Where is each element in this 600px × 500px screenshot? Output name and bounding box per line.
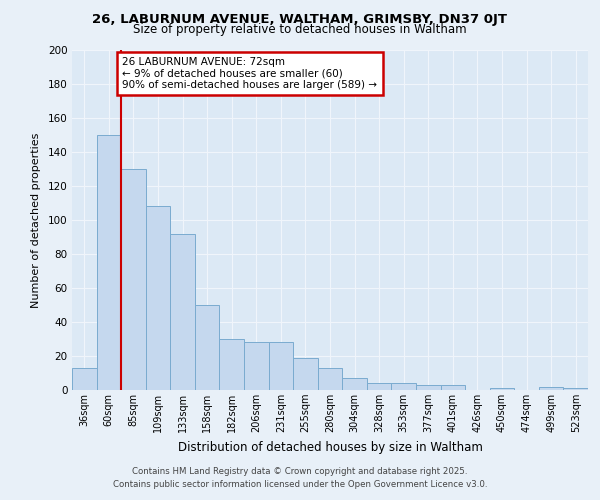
Y-axis label: Number of detached properties: Number of detached properties	[31, 132, 41, 308]
Bar	[440, 385, 465, 390]
Text: 26, LABURNUM AVENUE, WALTHAM, GRIMSBY, DN37 0JT: 26, LABURNUM AVENUE, WALTHAM, GRIMSBY, D…	[92, 12, 508, 26]
Bar	[416, 385, 440, 390]
Bar	[72, 368, 97, 390]
Bar	[220, 339, 244, 390]
Bar	[170, 234, 195, 390]
Text: Size of property relative to detached houses in Waltham: Size of property relative to detached ho…	[133, 24, 467, 36]
Text: Contains HM Land Registry data © Crown copyright and database right 2025.
Contai: Contains HM Land Registry data © Crown c…	[113, 468, 487, 489]
Bar	[97, 135, 121, 390]
Bar	[195, 305, 220, 390]
Bar	[293, 358, 318, 390]
Text: 26 LABURNUM AVENUE: 72sqm
← 9% of detached houses are smaller (60)
90% of semi-d: 26 LABURNUM AVENUE: 72sqm ← 9% of detach…	[122, 57, 377, 90]
Bar	[269, 342, 293, 390]
Bar	[367, 383, 391, 390]
Bar	[342, 378, 367, 390]
Bar	[318, 368, 342, 390]
Bar	[146, 206, 170, 390]
Bar	[391, 383, 416, 390]
Bar	[490, 388, 514, 390]
Bar	[244, 342, 269, 390]
X-axis label: Distribution of detached houses by size in Waltham: Distribution of detached houses by size …	[178, 440, 482, 454]
Bar	[563, 388, 588, 390]
Bar	[539, 386, 563, 390]
Bar	[121, 169, 146, 390]
